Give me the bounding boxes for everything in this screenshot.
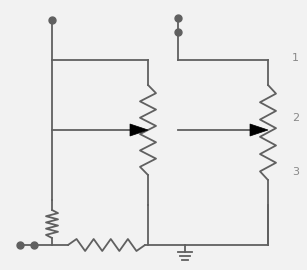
Text: 1: 1 [292, 53, 299, 63]
Text: 2: 2 [292, 113, 299, 123]
Polygon shape [130, 124, 148, 136]
Text: 3: 3 [292, 167, 299, 177]
Polygon shape [250, 124, 268, 136]
